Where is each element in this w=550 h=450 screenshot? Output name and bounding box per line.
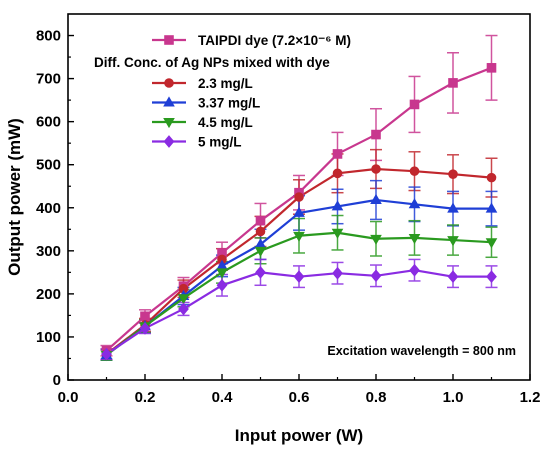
y-tick-label: 100 <box>36 329 61 346</box>
series-1-point <box>448 78 458 88</box>
series-1-point <box>332 149 343 159</box>
series-2-point <box>371 164 381 174</box>
series-5-point <box>293 270 305 284</box>
series-2-point <box>448 169 458 179</box>
series-1-point <box>371 129 381 140</box>
series-5-point <box>101 347 112 361</box>
y-tick-label: 300 <box>36 243 61 260</box>
series-5-point <box>178 302 189 316</box>
series-2-point <box>255 226 266 237</box>
series-4-point <box>331 228 344 239</box>
legend-label-3: 3.37 mg/L <box>198 96 260 111</box>
y-tick-label: 500 <box>36 157 61 174</box>
series-markers-layer <box>100 63 498 362</box>
series-3-point <box>293 206 305 217</box>
y-tick-label: 0 <box>53 372 61 389</box>
series-5-point <box>486 270 497 284</box>
series-1-point <box>255 215 266 226</box>
series-4-point <box>447 236 459 247</box>
series-5-point <box>409 263 420 277</box>
legend-marker-1 <box>164 35 174 45</box>
legend-label-4: 4.5 mg/L <box>198 115 253 130</box>
series-4-point <box>216 268 228 279</box>
x-tick-label: 0.4 <box>212 389 234 406</box>
legend-label-1: TAIPDI dye (7.2×10⁻⁶ M) <box>198 33 351 48</box>
series-3-point <box>485 202 498 213</box>
excitation-annotation: Excitation wavelength = 800 nm <box>327 344 516 358</box>
y-tick-label: 200 <box>36 286 61 303</box>
series-1-point <box>486 63 497 73</box>
y-tick-label: 400 <box>36 200 61 217</box>
series-4-point <box>177 294 190 305</box>
legend-marker-2 <box>164 78 174 88</box>
y-tick-label: 600 <box>36 114 61 131</box>
y-tick-label: 700 <box>36 71 61 88</box>
legend: Diff. Conc. of Ag NPs mixed with dye TAI… <box>94 33 351 150</box>
series-1-point <box>140 311 150 322</box>
legend-marker-3 <box>163 96 175 107</box>
series-2-point <box>409 166 420 176</box>
series-2-point <box>486 172 497 183</box>
legend-marker-5 <box>163 135 175 148</box>
series-3-point <box>370 193 382 204</box>
series-3-point <box>331 200 344 211</box>
x-tick-label: 1.2 <box>520 389 541 406</box>
series-5-point <box>370 269 382 283</box>
x-tick-label: 0.2 <box>135 389 156 406</box>
y-tick-label: 800 <box>36 28 61 45</box>
x-axis-title: Input power (W) <box>235 426 363 445</box>
series-4-point <box>485 238 498 249</box>
y-axis-title: Output power (mW) <box>5 118 24 276</box>
series-3-point <box>408 198 421 209</box>
legend-label-5: 5 mg/L <box>198 135 242 150</box>
series-4-point <box>370 234 382 245</box>
series-2-point <box>294 192 304 202</box>
series-4-point <box>408 233 421 245</box>
x-tick-label: 1.0 <box>443 389 464 406</box>
series-4-point <box>293 231 305 242</box>
series-5-point <box>139 321 151 335</box>
series-3-point <box>447 202 459 213</box>
x-tick-label: 0.8 <box>366 389 387 406</box>
series-5-point <box>216 278 228 292</box>
series-5-point <box>255 265 266 279</box>
series-4-point <box>254 246 267 257</box>
legend-marker-4 <box>163 118 175 129</box>
x-tick-label: 0.0 <box>58 389 79 406</box>
series-5-point <box>332 266 343 280</box>
legend-subtitle: Diff. Conc. of Ag NPs mixed with dye <box>94 55 330 70</box>
series-1-point <box>409 99 420 110</box>
legend-label-2: 2.3 mg/L <box>198 76 253 91</box>
series-2-point <box>332 168 343 179</box>
series-5-point <box>447 270 459 284</box>
x-tick-label: 0.6 <box>289 389 310 406</box>
axis-ticks-layer: 0.0 0.2 0.4 0.6 0.8 1.0 1.2 0 100 200 300 400 500 600… <box>36 28 540 406</box>
